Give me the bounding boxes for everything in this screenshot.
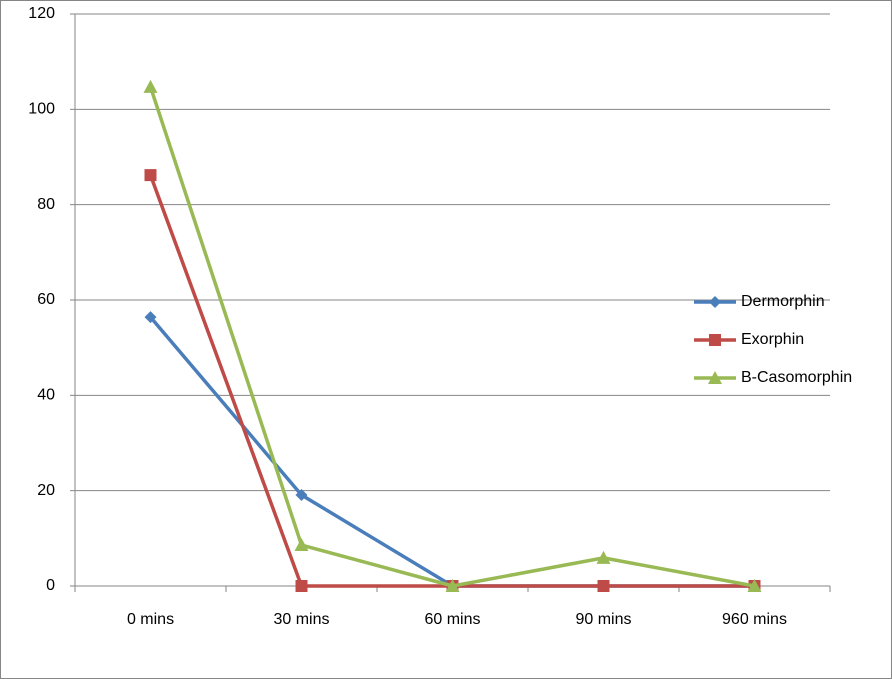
y-tick-label: 60: [37, 291, 55, 308]
x-tick-label: 90 mins: [575, 611, 631, 628]
y-tick-label: 20: [37, 482, 55, 499]
legend-label: B-Casomorphin: [741, 369, 852, 386]
marker: [143, 79, 158, 93]
x-tick-label: 960 mins: [722, 611, 787, 628]
x-tick-label: 0 mins: [127, 611, 174, 628]
marker: [597, 580, 610, 592]
y-tick-label: 80: [37, 196, 55, 213]
marker: [596, 550, 611, 564]
y-tick-label: 120: [28, 5, 55, 22]
marker: [295, 488, 308, 501]
legend-marker: [708, 371, 722, 384]
legend-marker: [709, 334, 721, 346]
marker: [144, 311, 157, 324]
marker: [294, 538, 309, 552]
marker: [445, 579, 460, 592]
y-tick-label: 0: [46, 577, 55, 594]
marker: [144, 169, 157, 182]
marker: [747, 579, 762, 592]
marker: [295, 580, 308, 592]
y-tick-label: 40: [37, 387, 55, 404]
x-tick-label: 30 mins: [273, 611, 329, 628]
legend-label: Dermorphin: [741, 293, 825, 310]
y-tick-label: 100: [28, 101, 55, 118]
legend-label: Exorphin: [741, 331, 804, 348]
x-tick-label: 60 mins: [424, 611, 480, 628]
legend-marker: [709, 296, 721, 308]
